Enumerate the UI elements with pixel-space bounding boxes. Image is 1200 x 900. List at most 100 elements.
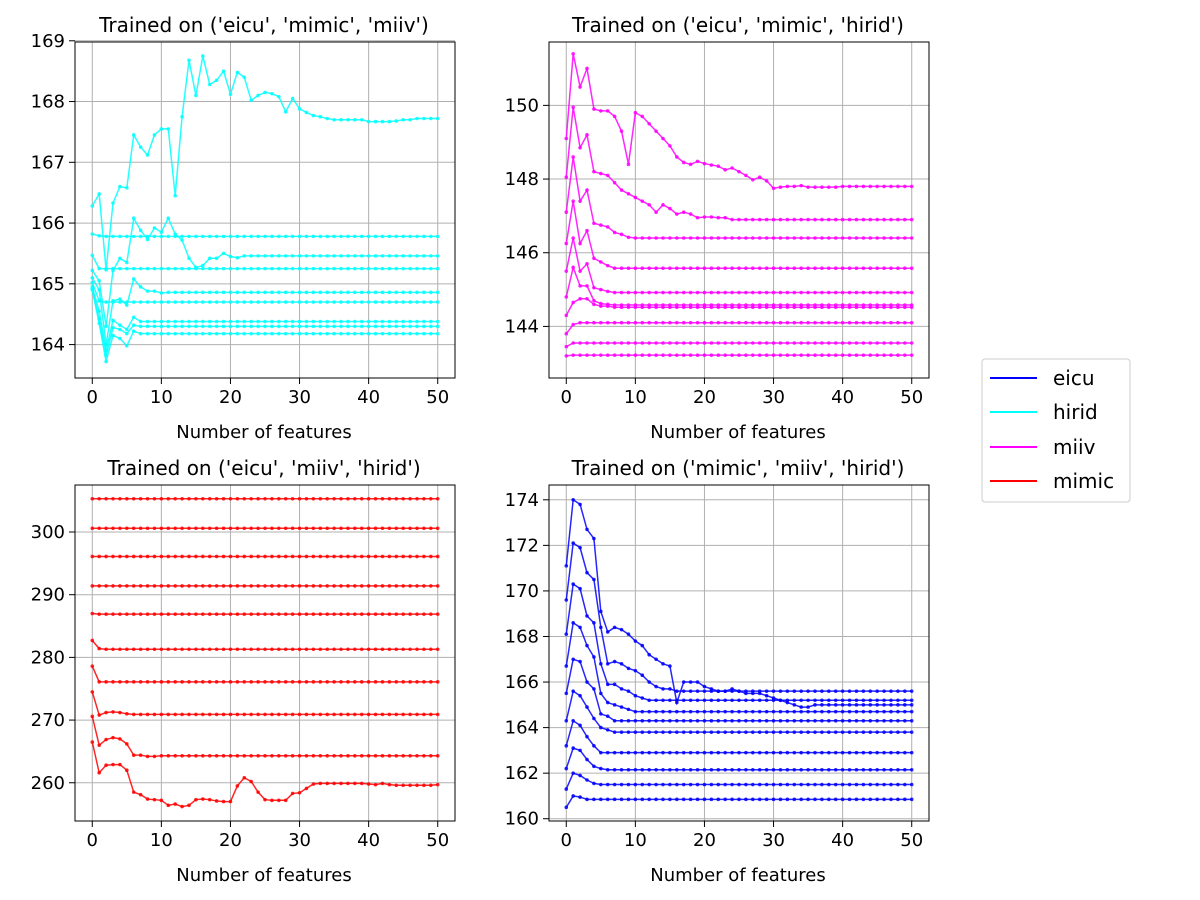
data-point: [764, 782, 769, 787]
data-point: [640, 199, 645, 203]
data-point: [847, 217, 852, 222]
data-point: [242, 584, 247, 588]
data-point: [366, 612, 371, 616]
data-point: [785, 718, 790, 723]
legend-entry-mimic: mimic: [990, 469, 1114, 493]
data-point: [668, 206, 672, 211]
data-point: [339, 234, 343, 239]
data-point: [201, 712, 205, 717]
data-point: [716, 730, 721, 734]
data-point: [263, 754, 267, 758]
data-point: [688, 797, 693, 802]
data-point: [571, 794, 575, 798]
x-tick-label: 40: [831, 830, 854, 851]
data-point: [152, 612, 157, 616]
data-point: [688, 767, 693, 772]
data-point: [318, 680, 323, 684]
data-point: [339, 712, 343, 717]
data-point: [840, 341, 845, 345]
data-point: [737, 341, 741, 345]
data-point: [578, 199, 582, 203]
data-point: [626, 266, 631, 271]
data-point: [318, 319, 323, 324]
data-point: [661, 203, 665, 207]
data-point: [806, 290, 810, 295]
data-point: [647, 652, 651, 657]
data-point: [903, 767, 907, 772]
data-point: [592, 687, 596, 691]
data-point: [764, 693, 769, 698]
x-tick-label: 50: [900, 387, 923, 408]
data-point: [277, 324, 281, 329]
data-point: [380, 331, 385, 336]
data-point: [840, 709, 845, 714]
data-point: [214, 300, 219, 304]
data-point: [138, 331, 143, 336]
data-point: [138, 496, 143, 501]
data-point: [339, 526, 343, 531]
data-point: [799, 689, 803, 693]
y-tick-label: 172: [505, 535, 539, 556]
data-point: [868, 217, 873, 222]
data-point: [353, 266, 357, 271]
data-point: [359, 647, 364, 652]
data-point: [221, 680, 226, 684]
data-point: [626, 191, 631, 196]
data-point: [792, 341, 797, 345]
data-point: [235, 754, 240, 758]
data-point: [730, 718, 734, 723]
data-point: [695, 159, 700, 164]
data-point: [277, 290, 281, 295]
data-point: [716, 709, 721, 714]
data-point: [408, 680, 412, 684]
data-point: [716, 164, 721, 168]
data-point: [214, 612, 219, 616]
data-point: [318, 300, 323, 304]
data-point: [599, 691, 603, 696]
data-point: [723, 782, 727, 787]
data-point: [585, 188, 589, 192]
data-point: [201, 331, 205, 336]
data-point: [415, 331, 419, 336]
data-point: [599, 797, 603, 802]
x-tick-label: 30: [288, 387, 311, 408]
data-point: [744, 750, 748, 755]
data-point: [429, 116, 433, 121]
data-point: [145, 324, 150, 329]
data-point: [131, 753, 136, 757]
data-point: [359, 319, 364, 324]
data-point: [592, 353, 596, 357]
data-point: [723, 305, 727, 310]
data-point: [813, 217, 817, 222]
data-point: [304, 234, 309, 239]
data-point: [173, 526, 177, 531]
data-point: [415, 324, 419, 329]
data-point: [159, 554, 164, 559]
data-point: [661, 305, 665, 310]
data-point: [709, 767, 714, 772]
data-point: [730, 305, 734, 310]
data-point: [633, 353, 638, 357]
y-tick-label: 300: [31, 522, 65, 543]
data-point: [228, 290, 233, 295]
data-point: [668, 767, 672, 772]
data-point: [744, 718, 748, 723]
data-point: [263, 90, 267, 95]
data-point: [131, 526, 136, 531]
data-point: [283, 798, 288, 803]
data-point: [840, 782, 845, 787]
legend: eicu hirid miiv mimic: [981, 358, 1131, 503]
data-point: [854, 353, 859, 357]
data-point: [346, 300, 350, 304]
data-point: [332, 680, 336, 684]
data-point: [792, 718, 797, 723]
data-point: [194, 797, 198, 802]
data-point: [571, 689, 575, 693]
data-point: [201, 797, 205, 801]
data-point: [353, 324, 357, 329]
data-point: [675, 212, 679, 216]
data-point: [387, 782, 392, 787]
data-point: [228, 254, 233, 259]
data-point: [723, 750, 727, 755]
data-point: [578, 269, 582, 273]
